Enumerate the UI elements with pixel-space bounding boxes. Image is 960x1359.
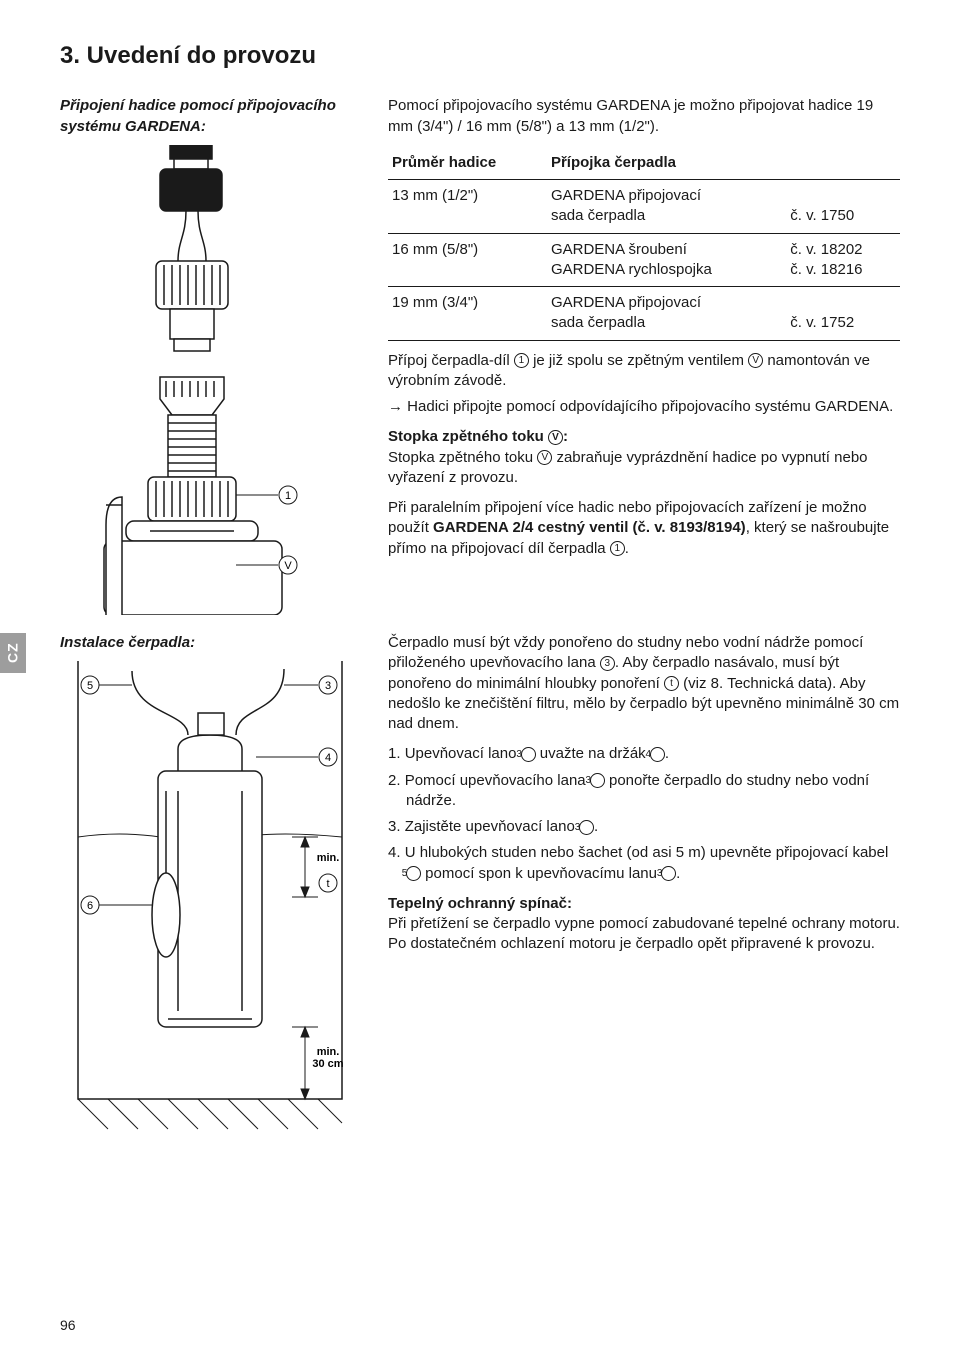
step-1: 1. Upevňovací lano 3 uvažte na držák 4. <box>388 744 900 764</box>
svg-text:min.: min. <box>317 852 340 864</box>
svg-text:V: V <box>284 560 292 572</box>
tcell: č. v. 18202 č. v. 18216 <box>786 233 900 287</box>
svg-text:3: 3 <box>325 680 331 692</box>
hose-figure: 1 V <box>60 145 360 621</box>
step-4: 4. U hlubokých studen nebo šachet (od as… <box>388 843 900 884</box>
pump-figure: 5 3 4 6 t min. min.30 cm <box>60 661 360 1145</box>
after-table-line: Přípoj čerpadla-díl 1 je již spolu se zp… <box>388 351 900 392</box>
tcell: GARDENA připojovací sada čerpadla <box>547 287 786 341</box>
svg-text:t: t <box>326 878 329 890</box>
install-intro: Čerpadlo musí být vždy ponořeno do studn… <box>388 633 900 734</box>
svg-text:min.30 cm: min.30 cm <box>312 1046 343 1070</box>
hose-subhead: Připojení hadice pomocí připojovacího sy… <box>60 96 360 137</box>
section-heading: 3. Uvedení do provozu <box>60 40 900 72</box>
side-tab: CZ <box>0 633 26 673</box>
tcell: č. v. 1752 <box>786 287 900 341</box>
col-fitting: Přípojka čerpadla <box>547 147 900 180</box>
install-steps: 1. Upevňovací lano 3 uvažte na držák 4. … <box>388 744 900 884</box>
svg-text:1: 1 <box>285 490 291 502</box>
install-subhead: Instalace čerpadla: <box>60 633 360 653</box>
step-3: 3. Zajistěte upevňovací lano 3. <box>388 817 900 837</box>
page-number: 96 <box>60 1316 900 1335</box>
thermal-block: Tepelný ochranný spínač: Při přetížení s… <box>388 894 900 955</box>
step-2: 2. Pomocí upevňovacího lana 3 ponořte če… <box>388 771 900 812</box>
tcell: GARDENA připojovací sada čerpadla <box>547 180 786 234</box>
tcell: 19 mm (3/4") <box>388 287 547 341</box>
fitting-table: Průměr hadice Přípojka čerpadla 13 mm (1… <box>388 147 900 341</box>
hose-intro: Pomocí připojovacího systému GARDENA je … <box>388 96 900 137</box>
backflow-block: Stopka zpětného toku V: Stopka zpětného … <box>388 427 900 488</box>
arrow-instruction: → Hadici připojte pomocí odpovídajícího … <box>388 397 900 417</box>
parallel-block: Při paralelním připojení více hadic nebo… <box>388 498 900 559</box>
svg-text:6: 6 <box>87 900 93 912</box>
svg-text:4: 4 <box>325 752 331 764</box>
svg-text:5: 5 <box>87 680 93 692</box>
tcell: 13 mm (1/2") <box>388 180 547 234</box>
col-diameter: Průměr hadice <box>388 147 547 180</box>
tcell: GARDENA šroubení GARDENA rychlospojka <box>547 233 786 287</box>
tcell: 16 mm (5/8") <box>388 233 547 287</box>
tcell: č. v. 1750 <box>786 180 900 234</box>
